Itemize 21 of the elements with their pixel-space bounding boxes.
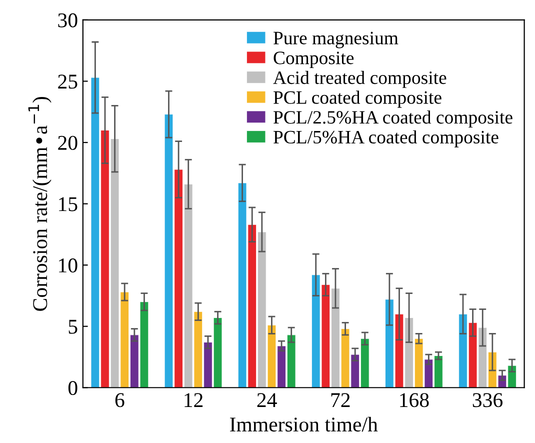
y-tick-label: 0 [68,381,78,396]
legend-label: Composite [274,52,354,68]
x-tick-label: 12 [184,393,203,407]
y-axis-title: Corrosion rate/(mm•a$^{−1}$) [28,96,52,311]
x-tick-label: 6 [115,393,124,408]
legend-label: PCL/5%HA coated composite [274,130,498,148]
y-tick-label: 10 [59,258,78,272]
y-tick-label: 20 [58,136,78,150]
y-tick-label: 25 [58,74,78,89]
y-tick-label: 30 [58,13,78,28]
y-tick-label: 5 [68,320,78,334]
x-tick-label: 168 [400,393,429,408]
x-tick-label: 336 [472,393,503,408]
legend-label: PCL/2.5%HA coated composite [274,110,512,128]
x-axis-title: Immersion time/h [230,416,378,432]
legend-label: Acid treated composite [273,70,446,88]
legend-label: PCL coated composite [274,90,442,108]
x-tick-label: 72 [331,393,350,407]
legend-label: Pure magnesium [274,32,398,48]
y-tick-label: 15 [59,197,78,212]
x-tick-label: 24 [257,393,277,407]
